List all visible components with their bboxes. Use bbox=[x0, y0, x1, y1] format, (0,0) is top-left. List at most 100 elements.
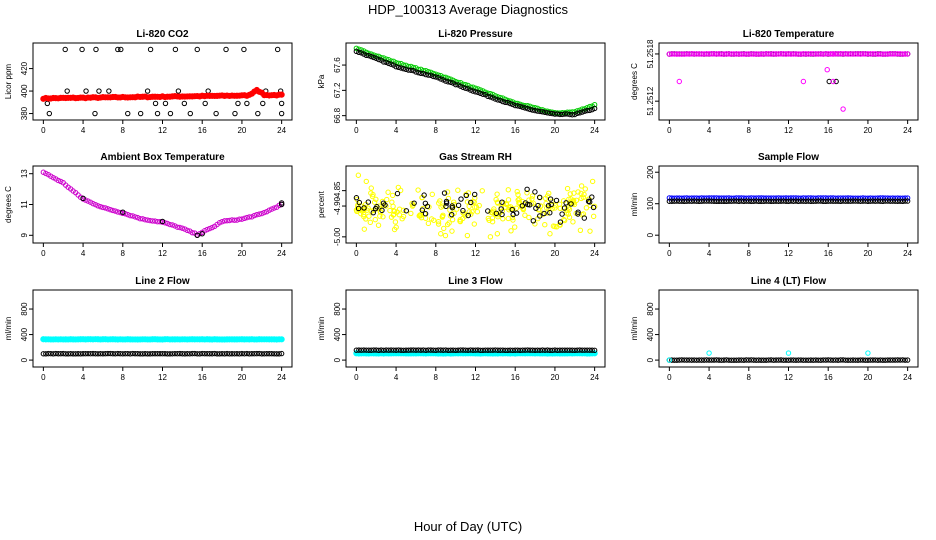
x-tick-label: 16 bbox=[198, 126, 207, 135]
data-point bbox=[586, 347, 593, 353]
data-point bbox=[50, 351, 56, 357]
data-point bbox=[693, 198, 700, 204]
data-point bbox=[522, 212, 528, 218]
data-point bbox=[400, 207, 407, 214]
data-point bbox=[550, 223, 557, 229]
data-point bbox=[579, 347, 585, 353]
data-point bbox=[681, 357, 687, 363]
data-point bbox=[435, 347, 441, 353]
data-point bbox=[857, 198, 864, 204]
data-point bbox=[363, 216, 369, 222]
data-point bbox=[415, 69, 422, 76]
data-point bbox=[666, 195, 673, 201]
data-point bbox=[741, 357, 747, 363]
data-point bbox=[436, 200, 442, 206]
data-point bbox=[566, 206, 573, 212]
y-tick-label: -4.85 bbox=[333, 181, 342, 200]
data-layer bbox=[353, 172, 598, 240]
x-tick-label: 20 bbox=[237, 126, 246, 135]
data-point bbox=[276, 351, 282, 357]
data-point bbox=[713, 51, 720, 57]
data-point bbox=[385, 347, 392, 353]
y-tick-label: 800 bbox=[20, 302, 29, 316]
data-point bbox=[723, 198, 730, 205]
data-point bbox=[460, 207, 466, 214]
data-layer bbox=[666, 51, 911, 112]
x-tick-label: 24 bbox=[590, 373, 599, 382]
data-point bbox=[793, 198, 799, 204]
x-tick-label: 20 bbox=[550, 126, 559, 135]
data-point bbox=[83, 88, 89, 94]
data-point bbox=[582, 186, 588, 192]
data-point bbox=[241, 46, 247, 53]
data-point bbox=[795, 198, 802, 204]
data-point bbox=[833, 78, 839, 85]
data-point bbox=[184, 350, 191, 357]
data-point bbox=[439, 214, 446, 220]
data-point bbox=[591, 347, 598, 354]
data-point bbox=[229, 351, 235, 357]
data-point bbox=[472, 89, 479, 95]
data-point bbox=[204, 226, 210, 233]
data-point bbox=[266, 351, 272, 357]
data-point bbox=[890, 198, 896, 204]
data-point bbox=[800, 78, 807, 85]
data-point bbox=[72, 351, 79, 357]
data-point bbox=[370, 210, 376, 216]
data-point bbox=[805, 357, 812, 363]
data-point bbox=[62, 351, 69, 357]
data-point bbox=[127, 212, 133, 219]
data-point bbox=[199, 231, 205, 237]
data-point bbox=[142, 217, 148, 223]
data-point bbox=[509, 206, 515, 213]
data-point bbox=[706, 357, 712, 363]
data-point bbox=[547, 231, 553, 237]
data-point bbox=[691, 51, 697, 57]
data-point bbox=[500, 98, 506, 105]
data-point bbox=[438, 76, 444, 82]
data-point bbox=[261, 351, 267, 357]
data-point bbox=[410, 347, 417, 353]
data-point bbox=[880, 51, 886, 57]
data-point bbox=[578, 183, 585, 189]
data-point bbox=[169, 351, 176, 357]
data-point bbox=[274, 46, 281, 53]
data-point bbox=[428, 347, 434, 353]
x-tick-label: 24 bbox=[277, 249, 286, 258]
data-point bbox=[244, 350, 250, 357]
data-point bbox=[666, 357, 673, 363]
data-point bbox=[514, 347, 521, 353]
data-point bbox=[485, 208, 491, 214]
data-point bbox=[832, 357, 839, 363]
x-tick-label: 20 bbox=[550, 373, 559, 382]
data-point bbox=[415, 347, 422, 353]
data-point bbox=[48, 350, 54, 357]
data-point bbox=[447, 79, 454, 85]
data-point bbox=[785, 350, 792, 356]
data-point bbox=[832, 51, 839, 57]
data-point bbox=[897, 51, 903, 57]
data-point bbox=[278, 91, 285, 98]
data-point bbox=[895, 357, 901, 363]
data-point bbox=[106, 88, 112, 94]
data-point bbox=[373, 347, 379, 353]
data-point bbox=[363, 347, 369, 353]
data-point bbox=[860, 357, 866, 363]
data-point bbox=[830, 198, 836, 204]
data-point bbox=[574, 110, 580, 117]
data-point bbox=[554, 347, 561, 354]
data-point bbox=[398, 65, 404, 71]
data-point bbox=[206, 351, 213, 357]
data-point bbox=[542, 347, 548, 353]
data-point bbox=[691, 357, 697, 363]
data-point bbox=[532, 189, 538, 195]
data-point bbox=[895, 51, 901, 57]
data-point bbox=[516, 196, 522, 202]
data-point bbox=[130, 350, 136, 357]
data-point bbox=[112, 208, 119, 214]
panel-title: Ambient Box Temperature bbox=[100, 152, 225, 163]
data-point bbox=[157, 219, 163, 225]
data-point bbox=[394, 190, 401, 197]
data-point bbox=[897, 357, 903, 363]
